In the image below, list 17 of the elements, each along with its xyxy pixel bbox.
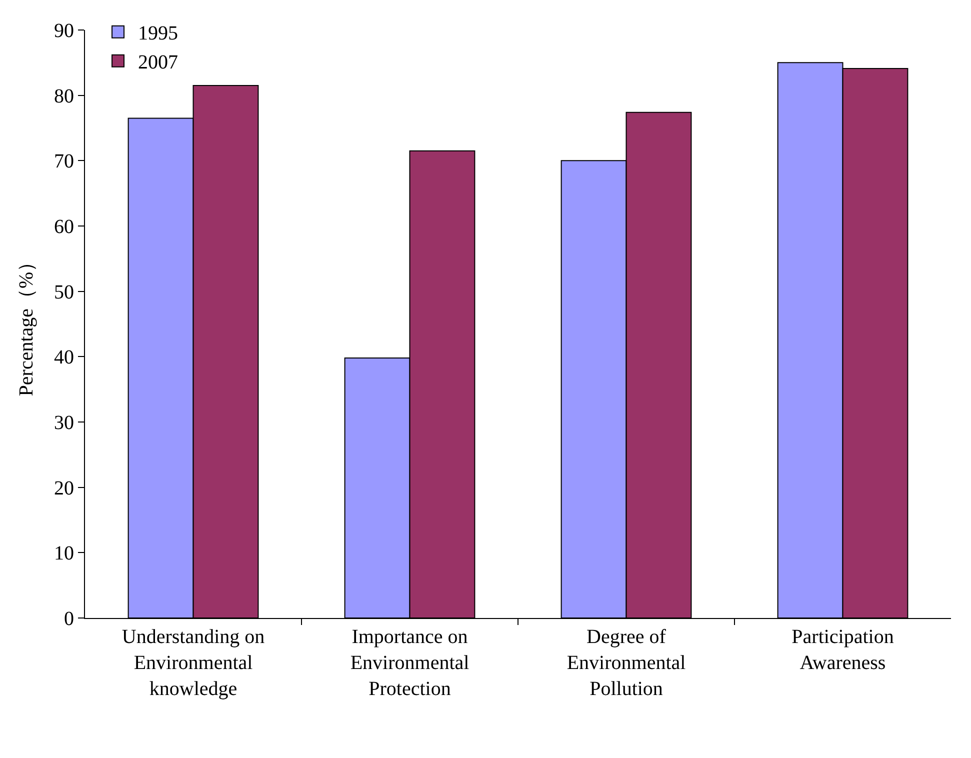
x-tick-label: Degree of Environmental Pollution — [566, 626, 686, 700]
legend-label: 1995 — [138, 22, 178, 45]
y-tick-label: 20 — [54, 477, 74, 500]
y-tick-label: 90 — [54, 20, 74, 42]
x-tick-label: Participation Awareness — [792, 626, 894, 674]
y-tick-label: 80 — [54, 85, 74, 108]
y-tick-label: 50 — [54, 281, 74, 304]
y-axis-title: Percentage（%） — [16, 252, 38, 396]
y-tick-label: 60 — [54, 216, 74, 238]
legend-label: 2007 — [138, 52, 178, 74]
y-tick-label: 70 — [54, 150, 74, 173]
y-tick-label: 10 — [54, 542, 74, 565]
y-tick-label: 0 — [64, 608, 74, 630]
x-tick-label: Importance on Environmental Protection — [350, 626, 470, 700]
y-tick-label: 40 — [54, 346, 74, 369]
y-tick-label: 30 — [54, 412, 74, 434]
x-tick-label: Understanding on Environmental knowledge — [122, 626, 265, 700]
